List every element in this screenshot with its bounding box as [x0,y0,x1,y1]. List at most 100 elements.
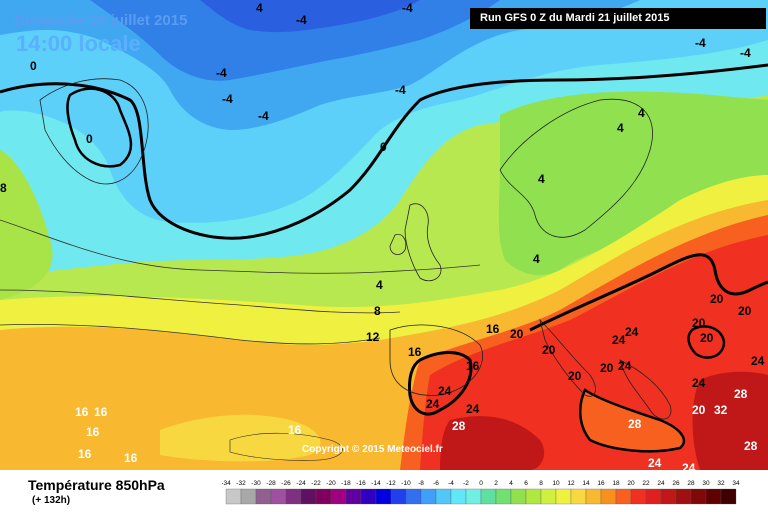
coastline-greenland [39,78,149,185]
isotherm-label: 16 [408,345,422,359]
isotherm-label: 20 [710,292,724,306]
isotherm-label: 24 [466,402,480,416]
isotherm-label: 28 [744,439,758,453]
legend-swatch [630,488,647,505]
isotherm-24-iberia [408,351,473,416]
copyright-text: Copyright © 2015 Meteociel.fr [302,444,443,455]
isotherm-label: 16 [466,359,480,373]
legend-swatch [585,488,602,505]
isotherm-label: 20 [738,304,752,318]
legend-tick-label: -14 [371,480,381,487]
legend-tick-label: 6 [524,480,528,487]
isotherm-label: 0 [30,59,37,73]
legend-swatch [615,488,632,505]
legend-tick-label: -30 [251,480,261,487]
legend-swatch [600,488,617,505]
legend-tick-label: -6 [433,480,439,487]
isotherm-20-aegean [579,388,686,453]
legend-swatch [705,488,722,505]
legend-tick-label: -18 [341,480,351,487]
band-20-aegean [580,390,684,452]
isotherm-label: 8 [0,181,7,195]
legend-swatch [465,488,482,505]
legend-svg: -34 -32 -30 -28 -26 -24 -22 -20 -18 -16 -14 -12 -10-… [221,480,740,505]
legend-swatch [675,488,692,505]
legend-swatch [660,488,677,505]
legend-tick-label: 34 [732,480,740,487]
legend-swatch [315,488,332,505]
legend-tick-label: -24 [296,480,306,487]
legend-tick-label: 4 [509,480,513,487]
isotherm-label: 16 [86,425,100,439]
legend-swatch [480,488,497,505]
legend-tick-label: -34 [222,480,231,487]
legend-swatch [510,488,527,505]
isotherm-label: 20 [600,361,614,375]
legend-tick-label: 20 [627,480,635,487]
isotherm-label: 24 [682,461,696,470]
legend-swatch [570,488,587,505]
coastline-azores-region [229,432,343,461]
isotherm-label: 16 [78,447,92,461]
legend-swatch [270,488,287,505]
legend-tick-label: 10 [552,480,560,487]
isotherm-label: -4 [296,13,307,27]
legend-swatch [360,488,377,505]
isotherm-label: 16 [124,451,138,465]
isotherm-label: 8 [374,304,381,318]
legend-swatch [690,488,707,505]
isotherm-label: 20 [568,369,582,383]
isotherm-label: 20 [510,327,524,341]
legend-swatch [375,488,392,505]
isotherm-label: 20 [542,343,556,357]
isotherm-label: 24 [618,359,632,373]
legend-swatch [300,488,317,505]
isotherm-label: 28 [628,417,642,431]
isotherm-label: -4 [402,1,413,15]
isotherm-label: -4 [695,36,706,50]
isotherm-label: 4 [538,172,545,186]
isotherm-label: 12 [366,330,380,344]
isotherm-0-greenland [66,87,133,168]
legend-tick-label: 12 [567,480,575,487]
legend-swatch [435,488,452,505]
isotherm-label: 0 [380,140,387,154]
band-neg8 [200,0,420,33]
legend-tick-label: 8 [539,480,543,487]
legend-tick-label: -12 [386,480,396,487]
coastline-balkans [619,359,672,420]
forecast-time: 14:00 locale [16,31,141,56]
legend-swatch [330,488,347,505]
coastline-italy [539,318,596,397]
legend-swatch [720,488,737,505]
temperature-map: -4 4 -4 -4 -4 -4 -4 -4 -4 0 0 0 4 4 4 4 … [0,0,768,470]
map-title: Température 850hPa [28,477,165,493]
isotherm-label: 4 [376,278,383,292]
band-24 [420,235,768,470]
isotherm-label: 24 [438,384,452,398]
isotherm-label: 24 [751,354,765,368]
legend-swatch [405,488,422,505]
legend-swatch [390,488,407,505]
legend-tick-label: -16 [356,480,366,487]
isotherm-label: -4 [222,92,233,106]
isotherm-24-central [529,253,768,332]
isotherm-label: 16 [486,322,500,336]
isotherm-label: 4 [638,106,645,120]
legend-swatch [555,488,572,505]
isotherm-label: -4 [395,83,406,97]
isotherm-label: 20 [700,331,714,345]
isotherm-label: -4 [740,46,751,60]
isotherm-label: 24 [612,333,626,347]
isotherm-label: 24 [625,325,639,339]
legend-tick-label: -22 [311,480,321,487]
isotherm-label: 0 [86,132,93,146]
legend-tick-label: 2 [494,480,498,487]
legend-swatch [285,488,302,505]
band-neg6 [90,0,500,81]
legend-tick-label: 32 [717,480,725,487]
isotherm-label: 24 [692,376,706,390]
legend-tick-label: -20 [326,480,336,487]
legend-tick-label: -8 [418,480,424,487]
band-14-patch [160,414,321,462]
